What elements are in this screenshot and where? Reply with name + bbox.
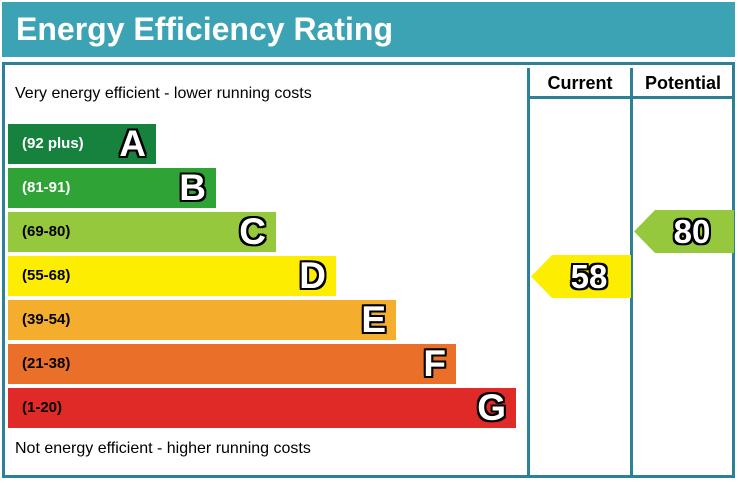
- band-b-letter: B: [179, 167, 206, 208]
- band-a: (92 plus) A: [8, 124, 156, 164]
- band-b: (81-91) B: [8, 168, 216, 208]
- band-b-range-label: (81-91): [22, 179, 71, 196]
- band-d-letter: D: [299, 255, 326, 296]
- band-e-range-label: (39-54): [22, 311, 71, 328]
- band-g-range-label: (1-20): [22, 399, 63, 416]
- band-c-range-label: (69-80): [22, 223, 71, 240]
- potential-rating-value: 80: [673, 212, 711, 250]
- current-rating-value: 58: [570, 257, 608, 295]
- current-column-left-border: [527, 68, 530, 475]
- band-f-letter: F: [423, 343, 446, 384]
- band-c-letter: C: [239, 211, 266, 252]
- band-c: (69-80) C: [8, 212, 276, 252]
- current-rating-arrow: 58: [531, 255, 631, 298]
- band-f: (21-38) F: [8, 344, 456, 384]
- potential-rating-arrow: 80: [634, 210, 734, 253]
- band-a-letter: A: [119, 123, 146, 164]
- current-potential-divider: [630, 68, 633, 475]
- chart-border-box: [2, 62, 735, 478]
- potential-column-header: Potential: [644, 73, 721, 93]
- band-e-letter: E: [361, 299, 386, 340]
- band-f-range-label: (21-38): [22, 355, 71, 372]
- band-d: (55-68) D: [8, 256, 336, 296]
- band-a-range-label: (92 plus): [22, 135, 84, 152]
- band-e: (39-54) E: [8, 300, 396, 340]
- current-column-header: Current: [547, 73, 613, 93]
- top-note: Very energy efficient - lower running co…: [15, 85, 312, 102]
- column-header-underline: [527, 96, 735, 99]
- band-g-letter: G: [477, 387, 506, 428]
- page-title: Energy Efficiency Rating: [2, 2, 735, 57]
- band-g: (1-20) G: [8, 388, 516, 428]
- bottom-note: Not energy efficient - higher running co…: [15, 440, 311, 457]
- band-d-range-label: (55-68): [22, 267, 71, 284]
